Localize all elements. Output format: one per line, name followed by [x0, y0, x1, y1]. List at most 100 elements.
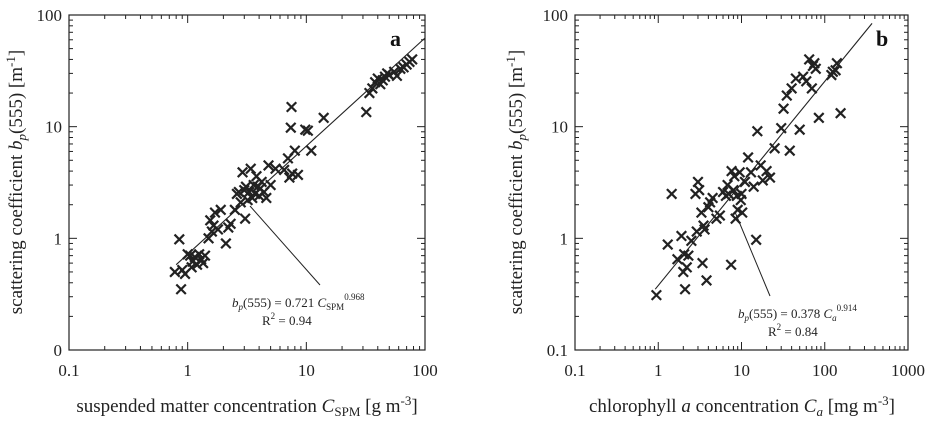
data-point: [700, 274, 713, 286]
data-point: [679, 283, 691, 295]
data-point: [806, 82, 818, 94]
data-point: [685, 235, 697, 247]
x-tick-label: 0.1: [564, 361, 585, 380]
data-point: [813, 112, 825, 124]
data-point: [318, 112, 330, 124]
panel-a-ticks: [68, 15, 425, 351]
eq-b-rhs-sup: 0.914: [837, 303, 858, 313]
y-tick-label: 10: [45, 118, 62, 137]
data-point: [225, 218, 237, 230]
panel-a-frame: [68, 14, 426, 351]
data-point: [699, 223, 711, 236]
data-point: [204, 214, 216, 226]
x-tick-label: 100: [812, 361, 838, 380]
data-point: [800, 75, 812, 87]
panel-b-frame: [574, 14, 909, 351]
data-point: [245, 163, 257, 175]
data-point: [256, 176, 268, 188]
xa-var: C: [322, 396, 335, 417]
y-tick-label: 100: [37, 6, 63, 25]
data-point: [650, 289, 662, 301]
data-point: [278, 164, 290, 176]
xb-unit-sup: -3: [878, 393, 889, 408]
data-point: [209, 207, 221, 219]
xb-var: a: [681, 396, 691, 417]
data-point: [831, 57, 843, 69]
panel-b-r2: R2 = 0.84: [768, 322, 818, 339]
data-point: [363, 87, 375, 99]
y-tick-label: 100: [543, 6, 569, 25]
ya-arg: (555) [m: [6, 67, 27, 134]
data-point: [751, 125, 763, 137]
panel-b-leader-line: [734, 211, 771, 297]
eq-a-lhs-sub: p: [238, 302, 244, 312]
eq-b-rhs-sub: a: [832, 313, 837, 323]
y-tick-label: 1: [560, 229, 569, 248]
data-point: [233, 186, 245, 198]
data-point: [360, 106, 372, 118]
data-point: [292, 169, 304, 181]
panel-b-x-axis-title: chlorophyll a concentration Ca [mg m-3]: [589, 393, 895, 419]
xb-mid: concentration: [691, 396, 804, 417]
xb-sub: a: [816, 404, 823, 419]
eq-b-lhs-rest: (555) = 0.378: [749, 306, 824, 321]
yb-main: scattering coefficient: [506, 150, 527, 314]
r2-a-r: R: [262, 313, 271, 328]
data-point: [682, 250, 694, 262]
data-point: [727, 184, 739, 196]
eq-a-lhs-var: b: [232, 295, 239, 310]
data-point: [229, 204, 241, 216]
data-point: [704, 196, 716, 208]
panel-a-label: a: [390, 26, 401, 51]
ya-sub: p: [14, 133, 29, 141]
x-tick-label: 100: [412, 361, 438, 380]
yb-var: b: [506, 140, 527, 150]
data-point: [750, 234, 762, 246]
xa-unit: [g m: [360, 396, 400, 417]
data-point: [220, 237, 232, 249]
y-tick-label: 1: [54, 229, 63, 248]
eq-a-rhs-sup: 0.968: [344, 292, 365, 302]
x-tick-label: 0.1: [58, 361, 79, 380]
ya-end: ]: [6, 50, 27, 56]
data-point: [761, 165, 773, 177]
eq-b-lhs-sub: p: [744, 313, 750, 323]
r2-b-rest: = 0.84: [781, 324, 818, 339]
xa-main: suspended matter concentration: [76, 396, 321, 417]
data-point: [786, 82, 798, 94]
data-point: [203, 232, 215, 244]
data-point: [199, 250, 211, 262]
panel-b-points: [650, 53, 847, 301]
data-point: [391, 70, 403, 82]
yb-arg: (555) [m: [506, 67, 527, 134]
xa-sub: SPM: [334, 404, 360, 419]
xa-unit-sup: -3: [401, 393, 412, 408]
x-tick-label: 10: [298, 361, 315, 380]
data-point: [794, 124, 806, 136]
data-point: [784, 145, 796, 157]
panel-b-tick-labels: 0.1 1 10 100 1000 0.1 1 10 100: [543, 6, 926, 380]
data-point: [305, 145, 317, 157]
eq-b-lhs-var: b: [738, 306, 745, 321]
data-point: [725, 259, 737, 271]
data-point: [681, 261, 693, 273]
data-point: [693, 184, 705, 196]
data-point: [696, 257, 709, 269]
xb-var2: C: [804, 396, 817, 417]
xb-main: chlorophyll: [589, 396, 681, 417]
data-point: [775, 122, 787, 134]
y-tick-label: 0.1: [547, 341, 568, 360]
r2-a-rest: = 0.94: [275, 313, 312, 328]
eq-a-lhs-rest: (555) = 0.721: [243, 295, 318, 310]
data-point: [215, 204, 227, 216]
data-point: [262, 159, 275, 171]
data-point: [757, 174, 769, 186]
panel-a-points: [169, 53, 418, 295]
panel-a-y-axis-title: scattering coefficient bp(555) [m-1]: [3, 50, 29, 314]
eq-a-rhs-sub: SPM: [326, 302, 344, 312]
data-point: [671, 253, 683, 265]
ya-var: b: [6, 140, 27, 150]
data-point: [406, 53, 418, 65]
